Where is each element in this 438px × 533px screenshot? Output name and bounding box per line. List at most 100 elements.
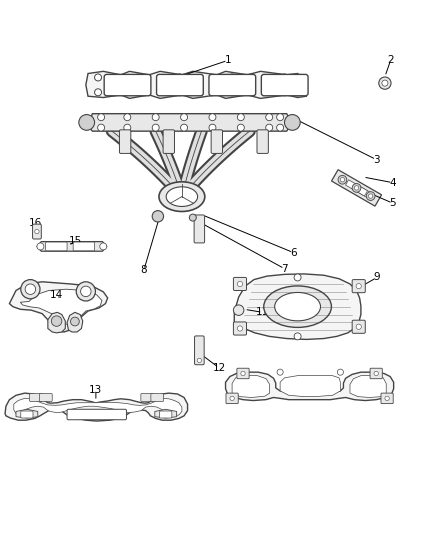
Circle shape bbox=[281, 74, 288, 81]
FancyBboxPatch shape bbox=[352, 280, 365, 293]
FancyBboxPatch shape bbox=[352, 320, 365, 333]
FancyBboxPatch shape bbox=[233, 277, 247, 290]
Circle shape bbox=[95, 89, 102, 96]
Circle shape bbox=[95, 74, 102, 81]
Circle shape bbox=[152, 114, 159, 120]
Polygon shape bbox=[20, 289, 102, 324]
Circle shape bbox=[266, 124, 273, 131]
Circle shape bbox=[21, 280, 40, 299]
Text: 14: 14 bbox=[50, 290, 63, 300]
Ellipse shape bbox=[166, 187, 198, 206]
Circle shape bbox=[197, 358, 201, 362]
Circle shape bbox=[354, 185, 359, 190]
Circle shape bbox=[135, 74, 142, 81]
Polygon shape bbox=[48, 312, 65, 333]
Polygon shape bbox=[67, 312, 83, 332]
Circle shape bbox=[37, 243, 44, 250]
Polygon shape bbox=[332, 169, 381, 206]
Circle shape bbox=[230, 396, 234, 400]
Polygon shape bbox=[350, 376, 386, 398]
Circle shape bbox=[135, 89, 142, 96]
Circle shape bbox=[100, 243, 107, 250]
Circle shape bbox=[98, 114, 105, 120]
Circle shape bbox=[356, 284, 361, 289]
Text: 11: 11 bbox=[256, 308, 269, 317]
Circle shape bbox=[382, 80, 388, 86]
Circle shape bbox=[340, 177, 345, 182]
FancyBboxPatch shape bbox=[141, 393, 153, 401]
FancyBboxPatch shape bbox=[211, 130, 223, 154]
FancyBboxPatch shape bbox=[159, 411, 172, 418]
Circle shape bbox=[356, 324, 361, 329]
Text: 9: 9 bbox=[374, 272, 380, 282]
Text: 6: 6 bbox=[290, 247, 297, 257]
Circle shape bbox=[180, 124, 187, 131]
FancyBboxPatch shape bbox=[237, 368, 249, 379]
Circle shape bbox=[237, 326, 243, 331]
Polygon shape bbox=[234, 274, 361, 340]
Text: 15: 15 bbox=[69, 236, 82, 246]
FancyBboxPatch shape bbox=[39, 393, 52, 401]
Text: 10: 10 bbox=[327, 383, 340, 393]
FancyBboxPatch shape bbox=[73, 242, 95, 251]
Circle shape bbox=[176, 74, 183, 81]
FancyBboxPatch shape bbox=[370, 368, 382, 379]
FancyBboxPatch shape bbox=[32, 224, 41, 239]
Circle shape bbox=[124, 114, 131, 120]
Circle shape bbox=[76, 282, 95, 301]
Circle shape bbox=[379, 77, 391, 89]
Text: 8: 8 bbox=[141, 265, 147, 275]
Text: 16: 16 bbox=[29, 218, 42, 228]
Circle shape bbox=[209, 114, 216, 120]
Circle shape bbox=[124, 124, 131, 131]
Circle shape bbox=[368, 194, 373, 198]
Polygon shape bbox=[16, 409, 38, 418]
Circle shape bbox=[338, 175, 347, 184]
Circle shape bbox=[152, 211, 163, 222]
Circle shape bbox=[385, 396, 389, 400]
Circle shape bbox=[266, 114, 273, 120]
Circle shape bbox=[229, 89, 236, 96]
Circle shape bbox=[285, 115, 300, 130]
Polygon shape bbox=[346, 180, 367, 196]
Polygon shape bbox=[226, 372, 394, 400]
Circle shape bbox=[366, 192, 375, 200]
FancyBboxPatch shape bbox=[156, 75, 203, 96]
Circle shape bbox=[281, 89, 288, 96]
Polygon shape bbox=[352, 183, 374, 199]
FancyBboxPatch shape bbox=[257, 130, 268, 154]
Circle shape bbox=[98, 124, 105, 131]
Circle shape bbox=[294, 274, 301, 281]
Circle shape bbox=[71, 317, 79, 326]
Circle shape bbox=[277, 124, 284, 131]
Polygon shape bbox=[14, 398, 182, 416]
Circle shape bbox=[241, 372, 245, 376]
Ellipse shape bbox=[159, 182, 205, 212]
Circle shape bbox=[237, 114, 244, 120]
FancyBboxPatch shape bbox=[194, 336, 204, 365]
Polygon shape bbox=[88, 114, 291, 131]
Circle shape bbox=[25, 284, 35, 294]
FancyBboxPatch shape bbox=[104, 75, 151, 96]
Circle shape bbox=[209, 124, 216, 131]
FancyBboxPatch shape bbox=[21, 411, 33, 418]
Text: 2: 2 bbox=[387, 55, 394, 66]
Polygon shape bbox=[37, 241, 107, 251]
Text: 12: 12 bbox=[212, 363, 226, 373]
Circle shape bbox=[79, 115, 95, 130]
FancyBboxPatch shape bbox=[226, 393, 238, 403]
FancyBboxPatch shape bbox=[120, 130, 131, 154]
FancyBboxPatch shape bbox=[46, 242, 67, 251]
Polygon shape bbox=[5, 393, 187, 421]
Circle shape bbox=[374, 372, 378, 376]
Polygon shape bbox=[280, 376, 340, 397]
Circle shape bbox=[294, 89, 301, 96]
Circle shape bbox=[180, 114, 187, 120]
Circle shape bbox=[294, 333, 301, 340]
Circle shape bbox=[294, 74, 301, 81]
Text: 3: 3 bbox=[373, 155, 379, 165]
Polygon shape bbox=[232, 376, 270, 398]
Text: 7: 7 bbox=[281, 264, 288, 273]
Circle shape bbox=[81, 286, 91, 297]
FancyBboxPatch shape bbox=[194, 215, 205, 243]
